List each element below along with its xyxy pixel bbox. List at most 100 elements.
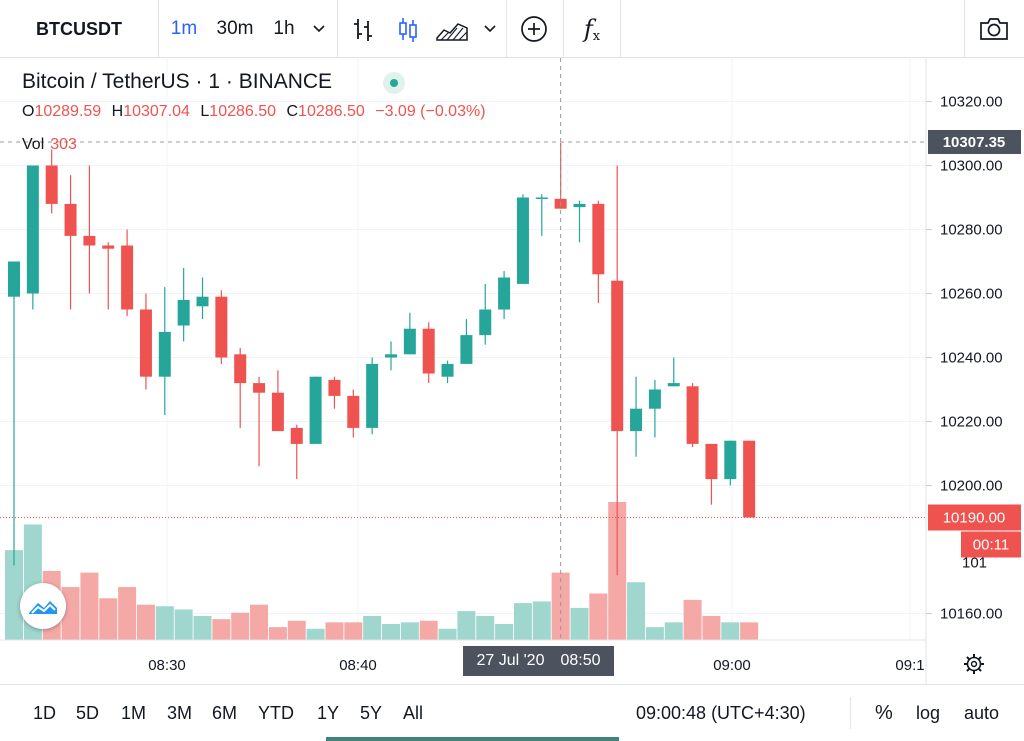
volume-bars <box>5 502 759 640</box>
volume-bar <box>61 587 80 640</box>
function-icon: f <box>583 15 593 43</box>
screenshot-button[interactable] <box>970 0 1018 58</box>
interval-dropdown-button[interactable] <box>304 0 334 58</box>
volume-bar <box>532 601 551 640</box>
range-6m-button[interactable]: 6M <box>212 702 238 723</box>
price-tick-label: 10220.00 <box>940 414 1003 431</box>
candle-body <box>592 203 605 275</box>
range-5d-button[interactable]: 5D <box>76 702 100 723</box>
candle-body <box>535 197 548 199</box>
change-value: −3.09 (−0.03%) <box>375 103 486 120</box>
close-value: 10286.50 <box>298 103 365 120</box>
candle-body <box>139 309 152 377</box>
toolbar-divider <box>506 0 507 58</box>
time-tick-label: 08:30 <box>148 657 186 674</box>
tradingview-logo-button[interactable] <box>20 583 66 629</box>
candle-body <box>648 389 661 409</box>
bar-countdown-tag <box>961 531 1021 558</box>
log-scale-button[interactable]: log <box>916 702 941 723</box>
price-tick-label: 10300.00 <box>940 158 1003 175</box>
volume-bar <box>363 615 382 640</box>
candle-body <box>724 440 737 480</box>
crosshair-price-label: 10307.35 <box>943 134 1006 151</box>
volume-bar <box>721 622 740 640</box>
market-status-dot[interactable] <box>383 72 405 94</box>
chart-style-dropdown[interactable] <box>476 0 504 58</box>
area-style-button[interactable] <box>432 0 472 58</box>
open-value: 10289.59 <box>34 103 102 120</box>
candle-body <box>611 280 624 432</box>
ohlc-legend: O10289.59 H10307.04 L10286.50 C10286.50 … <box>22 103 486 121</box>
symbol-search-button[interactable]: BTCUSDT <box>36 18 122 39</box>
volume-bar <box>495 623 514 640</box>
candle-body <box>422 328 435 374</box>
range-1m-button[interactable]: 1M <box>121 702 147 723</box>
volume-bar <box>118 587 137 640</box>
volume-bar <box>419 620 438 640</box>
range-1d-button[interactable]: 1D <box>33 702 57 723</box>
candle-body <box>441 363 454 377</box>
gear-icon[interactable] <box>964 654 984 674</box>
interval-1h-button[interactable]: 1h <box>273 18 295 39</box>
bars-icon <box>354 19 372 41</box>
auto-scale-button[interactable]: auto <box>964 702 1000 723</box>
chevron-down-icon <box>313 25 325 33</box>
volume-bar <box>212 619 231 640</box>
range-5y-button[interactable]: 5Y <box>360 702 383 723</box>
close-label: C <box>286 103 299 120</box>
candle-body <box>196 296 209 307</box>
volume-bar <box>457 611 476 640</box>
range-1y-button[interactable]: 1Y <box>317 702 340 723</box>
volume-bar <box>136 604 155 640</box>
high-label: H <box>111 103 124 120</box>
timezone-clock-button[interactable]: 09:00:48 (UTC+4:30) <box>636 702 806 723</box>
percent-scale-button[interactable]: % <box>875 701 893 724</box>
price-tick-label: 10160.00 <box>940 606 1003 623</box>
bar-style-button[interactable] <box>346 0 382 58</box>
high-value: 10307.04 <box>123 103 190 120</box>
price-axis[interactable]: 10320.00 10300.00 10280.00 10260.00 10240.00… <box>925 58 1024 684</box>
range-all-button[interactable]: All <box>403 702 424 723</box>
price-chart[interactable]: 10320.00 10300.00 10280.00 10260.00 10240.00… <box>0 58 1024 684</box>
candle-body <box>385 354 397 358</box>
range-ytd-button[interactable]: YTD <box>258 702 294 723</box>
candle-style-button[interactable] <box>390 0 426 58</box>
candle-body <box>121 245 134 310</box>
price-tick-label-partial: 101 <box>962 554 987 571</box>
toolbar-divider <box>337 0 338 58</box>
candle-body <box>328 379 341 396</box>
candle-body <box>102 245 115 249</box>
volume-bar <box>80 572 99 640</box>
interval-1m-button[interactable]: 1m <box>170 18 198 39</box>
volume-bar <box>683 599 702 640</box>
volume-value: 303 <box>50 136 77 153</box>
toolbar-divider <box>620 0 621 58</box>
candle-body <box>45 165 58 204</box>
interval-30m-button[interactable]: 30m <box>216 18 254 39</box>
plus-circle-icon <box>521 16 547 42</box>
candle-body <box>366 363 379 428</box>
price-tick-label: 10280.00 <box>940 222 1003 239</box>
chart-overlays <box>0 58 1024 641</box>
volume-bar <box>400 622 419 640</box>
volume-bar <box>306 628 325 640</box>
time-axis[interactable]: 08:30 08:40 09:00 09:1 <box>148 654 984 674</box>
crosshair-time-label: 27 Jul '20 08:50 <box>463 646 614 676</box>
volume-bar <box>5 550 23 640</box>
gear-icon-tooth <box>966 656 971 661</box>
function-icon-subscript: x <box>592 28 601 44</box>
scroll-indicator[interactable] <box>326 737 619 741</box>
bar-countdown-label: 00:11 <box>973 537 1009 554</box>
volume-bar <box>627 582 646 640</box>
volume-bar <box>268 627 287 640</box>
gear-icon-tooth <box>977 656 982 661</box>
candle-body <box>347 395 360 428</box>
volume-bar <box>382 623 400 640</box>
compare-button[interactable] <box>512 0 556 58</box>
range-3m-button[interactable]: 3M <box>167 702 193 723</box>
candle-body <box>573 203 586 208</box>
candle-body <box>26 165 39 294</box>
crosshair-time: 08:50 <box>560 652 601 669</box>
